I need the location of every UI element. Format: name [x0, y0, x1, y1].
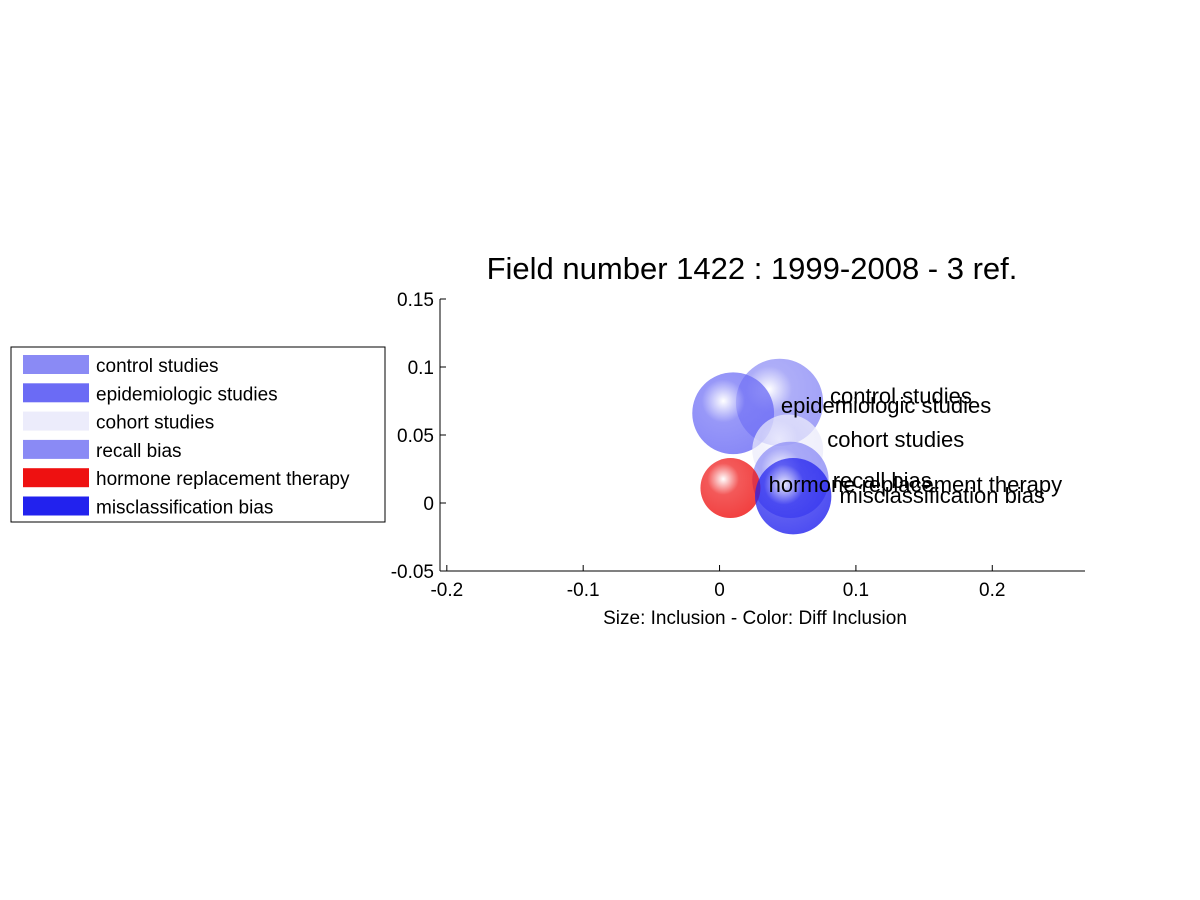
legend: control studies epidemiologic studies coho… [10, 346, 386, 523]
x-tick-label: 0 [714, 580, 725, 601]
bubbles-layer [692, 358, 832, 535]
y-tick-label: 0.1 [408, 358, 434, 379]
bubble-epidemiologic-studies [692, 372, 775, 455]
x-tick-label: 0.2 [979, 580, 1005, 601]
bubble-label-cohort-studies: cohort studies [827, 427, 964, 452]
legend-label-epidemiologic-studies: epidemiologic studies [96, 384, 278, 405]
bubble-hormone-replacement-therapy [700, 458, 761, 519]
legend-box [10, 346, 386, 523]
legend-label-misclassification-bias: misclassification bias [96, 498, 273, 519]
legend-swatch-hormone-replacement-therapy [23, 468, 89, 488]
axes: -0.2 -0.1 0 0.1 0.2 -0.05 0 0.05 0.1 0.15 [391, 290, 1085, 601]
y-tick-label: 0.15 [397, 290, 434, 311]
y-tick-label: 0.05 [397, 426, 434, 447]
legend-swatch-control-studies [23, 355, 89, 374]
bubble-misclassification-bias [755, 458, 832, 535]
legend-label-control-studies: control studies [96, 356, 219, 377]
legend-label-cohort-studies: cohort studies [96, 413, 214, 434]
legend-swatch-epidemiologic-studies [23, 383, 89, 403]
legend-swatch-misclassification-bias [23, 496, 89, 516]
bubble-label-epidemiologic-studies: epidemiologic studies [781, 393, 991, 418]
legend-swatch-recall-bias [23, 439, 89, 459]
x-tick-label: -0.2 [430, 580, 463, 601]
x-tick-label: -0.1 [567, 580, 600, 601]
legend-label-recall-bias: recall bias [96, 441, 182, 462]
y-tick-label: -0.05 [391, 562, 434, 583]
y-tick-label: 0 [423, 494, 434, 515]
chart-title: Field number 1422 : 1999-2008 - 3 ref. [487, 251, 1018, 286]
legend-swatch-cohort-studies [23, 411, 89, 431]
bubble-label-misclassification-bias: misclassification bias [840, 483, 1045, 508]
bubble-label-recall-bias: recall bias [833, 468, 932, 493]
bubble-label-hormone-replacement-therapy: hormone replacement therapy [769, 472, 1063, 497]
bubble-label-control-studies: control studies [830, 384, 972, 409]
x-tick-label: 0.1 [843, 580, 869, 601]
legend-label-hormone-replacement-therapy: hormone replacement therapy [96, 469, 350, 490]
x-axis-label: Size: Inclusion - Color: Diff Inclusion [603, 608, 907, 629]
